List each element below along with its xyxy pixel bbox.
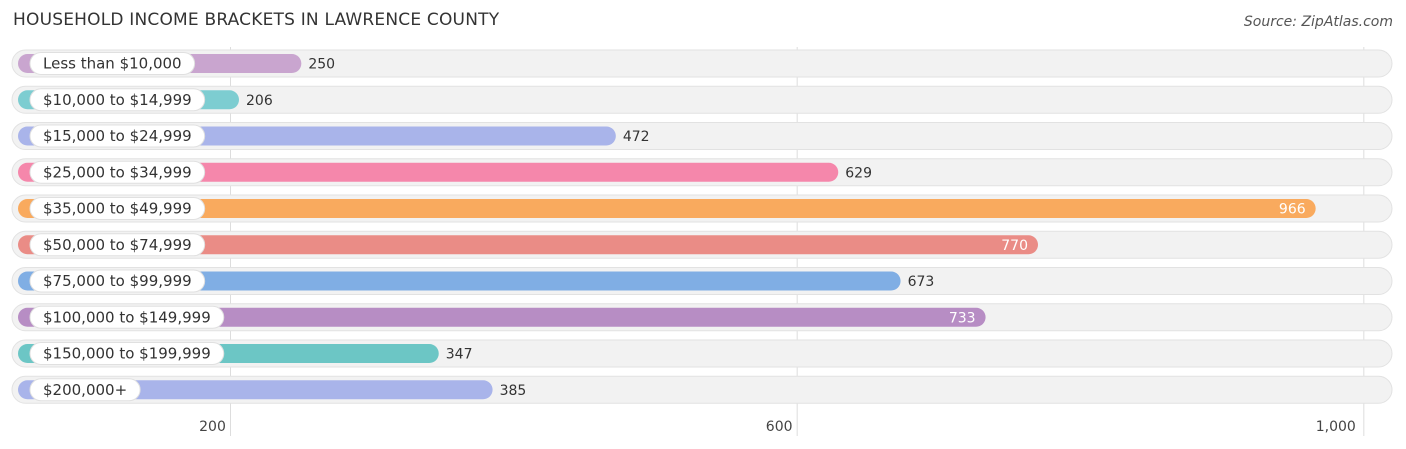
value-label: 472 (623, 129, 650, 145)
category-pill (29, 269, 206, 293)
category-pill (29, 305, 225, 329)
value-label: 733 (949, 310, 976, 326)
bar (18, 235, 1038, 255)
category-pill (29, 233, 206, 257)
x-tick-label: 1,000 (1316, 419, 1356, 435)
category-label: Less than $10,000 (43, 55, 182, 73)
category-label: $15,000 to $24,999 (43, 127, 192, 145)
value-label: 250 (308, 57, 335, 73)
value-label: 966 (1279, 202, 1306, 218)
value-label: 770 (1001, 238, 1028, 254)
category-pill (29, 378, 141, 402)
bar (18, 307, 986, 327)
value-label: 673 (908, 274, 935, 290)
chart-title: HOUSEHOLD INCOME BRACKETS IN LAWRENCE CO… (13, 10, 500, 30)
value-label: 206 (246, 93, 273, 109)
bar (18, 162, 839, 182)
value-label: 629 (845, 165, 872, 181)
bar (18, 199, 1316, 218)
category-pill (29, 160, 206, 184)
bar (18, 271, 901, 291)
value-label: 347 (446, 347, 473, 363)
category-pill (29, 342, 225, 365)
category-label: $150,000 to $199,999 (43, 345, 211, 363)
bar-track (11, 49, 1393, 78)
bar-track (11, 85, 1393, 114)
category-pill (29, 197, 206, 220)
category-pill (29, 124, 206, 148)
category-label: $200,000+ (43, 381, 127, 399)
x-tick-label: 200 (199, 419, 226, 435)
category-pill (29, 52, 196, 75)
category-pill (29, 88, 206, 112)
category-label: $10,000 to $14,999 (43, 91, 192, 109)
category-label: $35,000 to $49,999 (43, 200, 192, 218)
x-tick-label: 600 (766, 419, 793, 435)
category-label: $75,000 to $99,999 (43, 272, 192, 290)
category-label: $25,000 to $34,999 (43, 163, 192, 181)
value-label: 385 (500, 383, 527, 399)
category-label: $50,000 to $74,999 (43, 236, 192, 254)
chart-source: Source: ZipAtlas.com (1243, 14, 1393, 30)
category-label: $100,000 to $149,999 (43, 308, 211, 326)
